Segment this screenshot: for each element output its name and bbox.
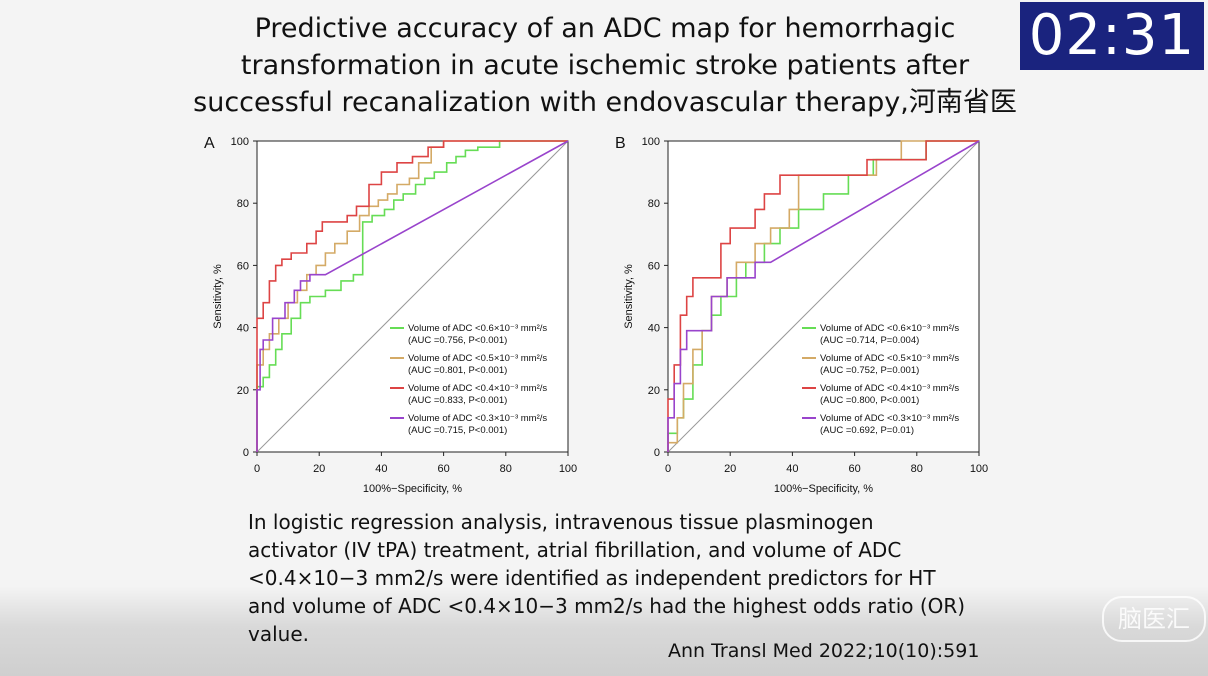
reference-diagonal xyxy=(256,140,569,453)
y-tick-label: 20 xyxy=(237,385,249,397)
watermark-text: 脑医汇 xyxy=(1118,605,1190,633)
roc-panel-b: 0 20 40 60 80 100 0 20 40 60 80 100 100%−Specificity… xyxy=(615,135,988,495)
slide-title: Predictive accuracy of an ADC map for he… xyxy=(193,13,1017,118)
y-tick-label: 0 xyxy=(243,447,249,459)
x-tick-label: 40 xyxy=(375,463,387,475)
legend-stat: (AUC =0.833, P<0.001) xyxy=(408,395,507,406)
legend-stat: (AUC =0.756, P<0.001) xyxy=(408,335,507,346)
legend-stat: (AUC =0.715, P<0.001) xyxy=(408,425,507,436)
legend-label: Volume of ADC <0.3×10⁻³ mm²/s xyxy=(820,413,959,424)
x-axis-label: 100%−Specificity, % xyxy=(363,483,462,495)
bottom-fade xyxy=(0,586,1208,676)
body-text: In logistic regression analysis, intrave… xyxy=(248,510,966,646)
timer-display: 02:31 xyxy=(1020,2,1204,70)
y-tick-label: 20 xyxy=(648,385,660,397)
y-tick-label: 60 xyxy=(648,260,660,272)
panel-label: A xyxy=(204,135,215,152)
legend-label: Volume of ADC <0.4×10⁻³ mm²/s xyxy=(408,383,547,394)
x-tick-label: 0 xyxy=(254,463,260,475)
legend-stat: (AUC =0.800, P<0.001) xyxy=(820,395,919,406)
legend-label: Volume of ADC <0.5×10⁻³ mm²/s xyxy=(408,353,547,364)
legend-label: Volume of ADC <0.6×10⁻³ mm²/s xyxy=(408,323,547,334)
roc-panel-a: 0 20 40 60 80 100 0 20 40 60 80 100 100%−Specificity… xyxy=(204,135,577,495)
y-tick-label: 80 xyxy=(237,198,249,210)
citation: Ann Transl Med 2022;10(10):591 xyxy=(668,640,980,662)
x-tick-label: 60 xyxy=(848,463,860,475)
legend-stat: (AUC =0.801, P<0.001) xyxy=(408,365,507,376)
legend-stat: (AUC =0.714, P=0.004) xyxy=(820,335,919,346)
x-tick-label: 60 xyxy=(437,463,449,475)
roc-curve-series-4 xyxy=(256,140,569,452)
y-axis-label: Sensitivity, % xyxy=(212,264,224,329)
y-tick-label: 80 xyxy=(648,198,660,210)
y-axis-label: Sensitivity, % xyxy=(623,264,635,329)
watermark-logo: 脑医汇 xyxy=(1102,596,1206,642)
legend-stat: (AUC =0.692, P=0.01) xyxy=(820,425,914,436)
y-tick-label: 60 xyxy=(237,260,249,272)
roc-curve-series-2 xyxy=(256,140,568,452)
legend-label: Volume of ADC <0.4×10⁻³ mm²/s xyxy=(820,383,959,394)
roc-curve-series-3 xyxy=(256,140,568,452)
panel-label: B xyxy=(615,135,626,152)
x-tick-label: 100 xyxy=(970,463,988,475)
legend-label: Volume of ADC <0.6×10⁻³ mm²/s xyxy=(820,323,959,334)
y-tick-label: 0 xyxy=(654,447,660,459)
x-tick-label: 20 xyxy=(313,463,325,475)
roc-curve-series-3 xyxy=(667,140,979,452)
legend-label: Volume of ADC <0.3×10⁻³ mm²/s xyxy=(408,413,547,424)
y-tick-label: 100 xyxy=(231,136,249,148)
legend-stat: (AUC =0.752, P=0.001) xyxy=(820,365,919,376)
x-tick-label: 80 xyxy=(500,463,512,475)
reference-diagonal xyxy=(667,140,980,453)
x-axis-label: 100%−Specificity, % xyxy=(774,483,873,495)
legend-label: Volume of ADC <0.5×10⁻³ mm²/s xyxy=(820,353,959,364)
x-tick-label: 0 xyxy=(665,463,671,475)
x-tick-label: 40 xyxy=(786,463,798,475)
y-tick-label: 100 xyxy=(642,136,660,148)
x-tick-label: 100 xyxy=(559,463,577,475)
roc-curve-series-4 xyxy=(667,140,980,452)
x-tick-label: 80 xyxy=(911,463,923,475)
roc-curve-series-1 xyxy=(256,140,568,452)
y-tick-label: 40 xyxy=(237,323,249,335)
y-tick-label: 40 xyxy=(648,323,660,335)
x-tick-label: 20 xyxy=(724,463,736,475)
